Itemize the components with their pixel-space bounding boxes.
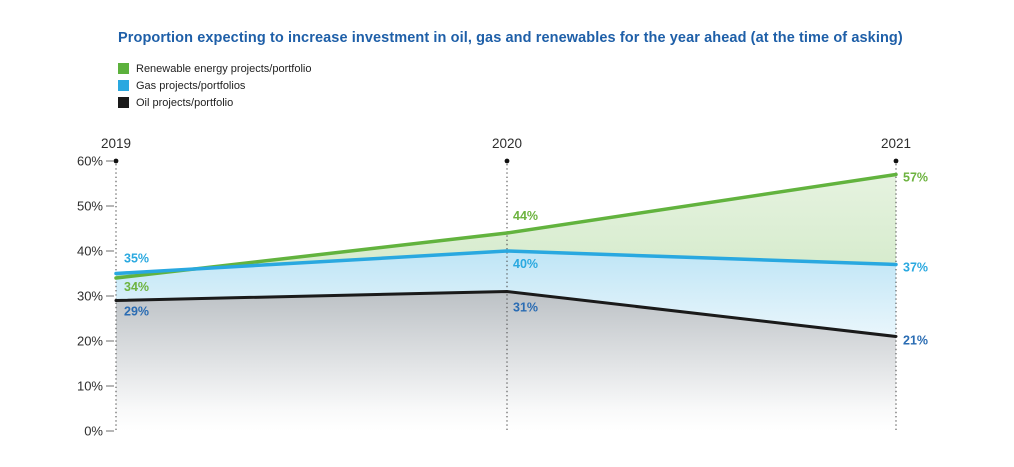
series-line-1 <box>114 249 898 276</box>
point-label-s1-2019: 35% <box>124 252 149 266</box>
year-label-2020: 2020 <box>492 136 522 151</box>
point-label-s0-2021: 57% <box>903 171 928 185</box>
point-label-s2-2020: 31% <box>513 301 538 315</box>
y-tick-label-60: 60% <box>77 154 103 169</box>
chart-title: Proportion expecting to increase investm… <box>118 30 903 46</box>
year-label-2021: 2021 <box>881 136 911 151</box>
point-label-s0-2019: 34% <box>124 280 149 294</box>
y-tick-label-20: 20% <box>77 334 103 349</box>
legend-label-oil: Oil projects/portfolio <box>136 96 234 109</box>
area-gas <box>116 251 896 337</box>
legend-item-oil: Oil projects/portfolio <box>118 94 312 111</box>
point-label-s1-2020: 40% <box>513 257 538 271</box>
year-guides: 2019 2020 2021 <box>101 136 911 431</box>
legend-label-renewables: Renewable energy projects/portfolio <box>136 62 312 75</box>
guide-dot-2020 <box>504 158 510 164</box>
legend-swatch-oil-icon <box>118 97 129 108</box>
area-renewables <box>116 174 896 278</box>
y-tick-label-10: 10% <box>77 379 103 394</box>
legend-label-gas: Gas projects/portfolios <box>136 79 246 92</box>
point-labels: 34% 44% 57% 35% 40% 37% 29% 31% 21% <box>124 171 928 348</box>
guide-dot-2019 <box>113 158 119 164</box>
year-label-2019: 2019 <box>101 136 131 151</box>
point-label-s2-2019: 29% <box>124 305 149 319</box>
legend-swatch-renewables-icon <box>118 63 129 74</box>
chart-legend: Renewable energy projects/portfolio Gas … <box>118 60 312 111</box>
point-label-s1-2021: 37% <box>903 261 928 275</box>
legend-swatch-gas-icon <box>118 80 129 91</box>
series-line-0 <box>114 172 898 280</box>
point-label-s2-2021: 21% <box>903 334 928 348</box>
y-axis: 60% 50% 40% 30% 20% 10% 0% <box>77 154 114 439</box>
guide-dot-2021 <box>893 158 899 164</box>
series-lines <box>114 172 898 338</box>
y-tick-label-50: 50% <box>77 199 103 214</box>
y-tick-label-40: 40% <box>77 244 103 259</box>
legend-item-renewables: Renewable energy projects/portfolio <box>118 60 312 77</box>
series-line-2 <box>114 290 898 338</box>
y-tick-label-0: 0% <box>84 424 103 439</box>
legend-item-gas: Gas projects/portfolios <box>118 77 312 94</box>
area-fills <box>116 174 896 431</box>
y-tick-label-30: 30% <box>77 289 103 304</box>
area-oil <box>116 291 896 431</box>
point-label-s0-2020: 44% <box>513 209 538 223</box>
